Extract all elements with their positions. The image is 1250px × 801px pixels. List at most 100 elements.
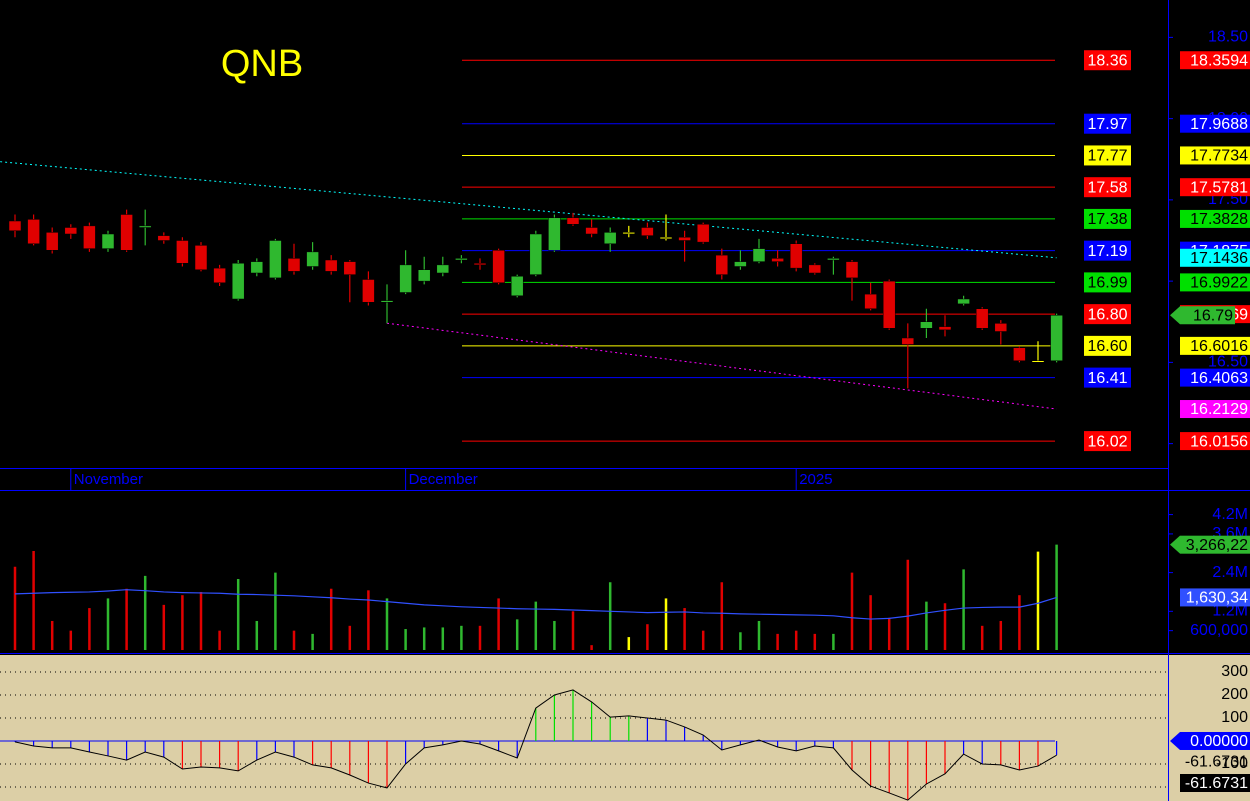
level-label: 16.80: [1087, 306, 1127, 323]
label-arrow: [1170, 535, 1180, 554]
level-label: 16.02: [1087, 433, 1127, 450]
candle-body: [231, 263, 245, 300]
candle-body: [101, 233, 115, 249]
candle-body: [492, 250, 505, 283]
candle-body: [380, 300, 394, 303]
candle-body: [176, 240, 189, 264]
level-label: 17.19: [1087, 243, 1127, 260]
level-label: 18.36: [1087, 52, 1127, 69]
label-box: [1180, 248, 1250, 267]
candle-body: [715, 254, 729, 275]
label-text: 1,630,34: [1186, 590, 1248, 607]
candle-body: [585, 227, 598, 235]
y-tick-label: 1.2M: [1212, 603, 1248, 620]
label-box: [1180, 306, 1235, 325]
candle-body: [994, 323, 1008, 332]
candle-body: [1031, 360, 1045, 363]
label-arrow: [1170, 731, 1180, 750]
candle-body: [120, 214, 133, 251]
candle-body: [213, 267, 226, 283]
candle-body: [27, 219, 40, 244]
level-label: 17.38: [1087, 211, 1127, 228]
label-text: 16.6016: [1190, 338, 1248, 355]
candle-body: [362, 279, 375, 303]
candle-body: [417, 269, 431, 282]
candle-body: [436, 264, 450, 274]
candle-body: [343, 261, 357, 275]
candle-body: [678, 237, 691, 241]
trend-line: [386, 322, 1057, 410]
candle-body: [845, 261, 859, 279]
candle-body: [1050, 315, 1063, 361]
label-box: [1180, 114, 1250, 133]
level-box: [1084, 50, 1131, 71]
level-box: [1084, 240, 1131, 261]
label-text: 16.79: [1193, 307, 1233, 324]
label-box: [1180, 774, 1250, 792]
label-text: 16.0156: [1190, 433, 1248, 450]
oscillator-line: [14, 689, 1057, 801]
candle-body: [45, 232, 59, 251]
candle-body: [157, 235, 171, 241]
candle-body: [1013, 347, 1026, 361]
label-box: [1180, 273, 1250, 292]
label-text: 17.3828: [1190, 211, 1248, 228]
candle-body: [566, 217, 580, 225]
candle-body: [659, 237, 673, 239]
label-box: [1180, 51, 1250, 70]
candle-body: [529, 233, 543, 275]
candle-body: [864, 293, 877, 309]
candle-body: [696, 224, 710, 243]
y-tick-label: 2.4M: [1212, 564, 1248, 581]
x-tick-label: November: [74, 471, 143, 488]
y-tick-label: 100: [1221, 709, 1248, 726]
label-arrow: [1170, 306, 1180, 325]
value-label: -61.6731: [1185, 753, 1248, 770]
y-tick-label: 600,000: [1190, 622, 1248, 639]
candle-body: [622, 232, 636, 235]
level-label: 17.97: [1087, 116, 1127, 133]
candle-body: [920, 321, 933, 329]
candle-body: [603, 232, 617, 244]
candle-body: [789, 243, 803, 269]
candle-body: [771, 258, 784, 262]
y-tick-label: 16.50: [1208, 354, 1248, 371]
level-box: [1084, 431, 1131, 452]
level-label: 16.99: [1087, 275, 1127, 292]
y-tick-label: -100: [1216, 755, 1248, 772]
label-box: [1180, 535, 1250, 554]
label-text: 17.1436: [1190, 250, 1248, 267]
label-box: [1180, 146, 1250, 165]
label-text: 17.9688: [1190, 116, 1248, 133]
candle-body: [510, 276, 524, 296]
candle-body: [901, 337, 915, 345]
label-text: 17.7734: [1190, 148, 1248, 165]
candle-body: [250, 261, 264, 274]
x-tick-label: 2025: [799, 471, 832, 488]
candle-body: [882, 280, 896, 329]
candle-body: [641, 227, 654, 236]
y-tick-label: 200: [1221, 686, 1248, 703]
candle-body: [975, 308, 989, 329]
label-text: 16.9922: [1190, 275, 1248, 292]
level-box: [1084, 145, 1131, 166]
label-box: [1180, 400, 1250, 419]
level-box: [1084, 304, 1131, 325]
label-box: [1180, 731, 1250, 750]
label-box: [1180, 178, 1250, 197]
label-text: -61.6731: [1185, 775, 1248, 792]
candle-body: [957, 298, 970, 305]
y-tick-label: 4.2M: [1212, 506, 1248, 523]
candle-body: [64, 227, 78, 235]
label-box: [1180, 336, 1250, 355]
level-label: 16.60: [1087, 338, 1127, 355]
level-label: 16.41: [1087, 370, 1127, 387]
level-box: [1084, 335, 1131, 356]
trend-line: [0, 161, 1057, 259]
candle-body: [827, 258, 840, 261]
label-text: 17.5781: [1190, 179, 1248, 196]
candle-body: [548, 217, 561, 251]
label-box: [1180, 432, 1250, 451]
candle-body: [306, 251, 319, 267]
